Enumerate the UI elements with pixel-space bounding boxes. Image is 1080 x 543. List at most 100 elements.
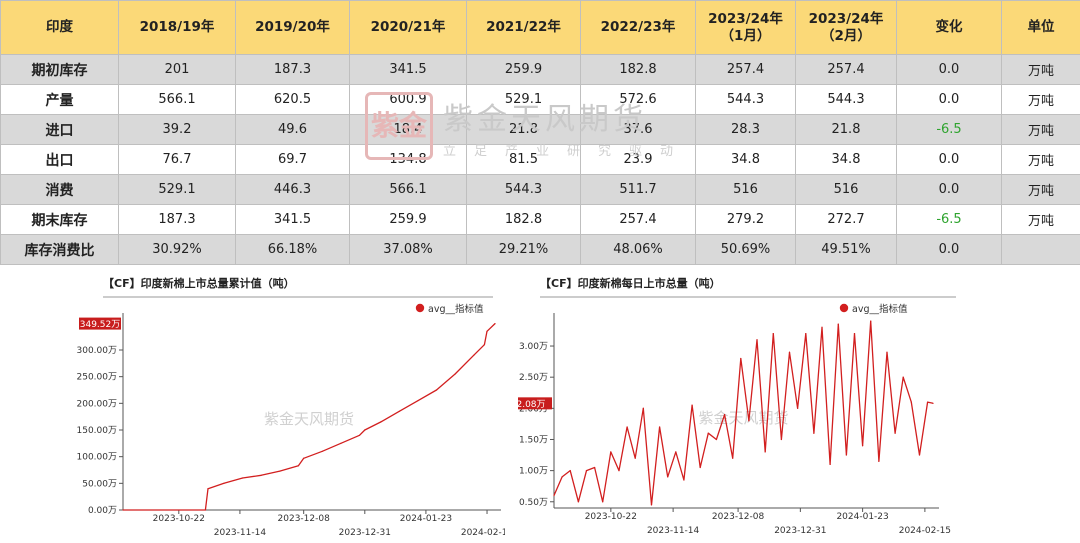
x-tick-label: 2024-01-23 [836,512,888,522]
data-point [870,320,872,322]
india-cotton-balance-table: 印度 2018/19年 2019/20年 2020/21年 2021/22年 2022/2… [0,0,1080,265]
data-point [845,454,847,456]
table-cell: 37.08% [349,234,467,265]
table-row: 进口 39.2 49.6 18.4 21.8 37.6 28.3 21.8 -6.5 万吨 [0,114,1080,145]
table-cell: 620.5 [235,84,350,115]
x-tick-label: 2023-10-22 [585,512,637,522]
y-tick-label: 0.00万 [88,506,117,516]
table-cell: 37.6 [580,114,696,145]
x-tick-label: 2023-12-08 [712,512,765,522]
table-cell: 34.8 [695,144,796,175]
series-line [553,320,934,506]
data-point [658,426,661,428]
header-line1: 2019/20年 [255,19,330,35]
x-tick-label: 2023-12-08 [278,514,331,524]
x-tick-label: 2023-11-14 [647,526,700,536]
data-point [380,421,382,423]
x-tick-label: 2023-12-31 [774,526,826,536]
y-tick-label: 1.00万 [519,467,548,477]
table-cell: 万吨 [1001,84,1080,115]
data-point [918,454,921,456]
table-cell: 182.8 [466,204,581,235]
table-cell: 万吨 [1001,144,1080,175]
header-9: 单位 [1001,0,1080,55]
table-cell: 66.18% [235,234,350,265]
data-point [610,451,612,453]
data-point [321,450,323,452]
row-label: 期初库存 [0,54,119,85]
header-line1: 2022/23年 [600,19,676,35]
table-cell: 134.8 [349,144,467,175]
y-tick-label: 150.00万 [77,426,118,436]
table-cell: 29.21% [466,234,581,265]
data-point [675,451,677,453]
table-cell: 万吨 [1001,174,1080,205]
x-tick-label: 2024-02-15 [899,526,951,536]
header-line1: 变化 [935,19,963,35]
table-cell: 566.1 [118,84,236,115]
table-row: 产量 566.1 620.5 600.9 529.1 572.6 544.3 544.3 0.0… [0,84,1080,115]
header-line1: 2021/22年 [486,19,561,35]
data-point [910,401,912,403]
header-line2: （2月） [821,27,871,44]
table-cell: 600.9 [349,84,467,115]
table-cell: -6.5 [896,114,1002,145]
chart-cumulative: 【CF】印度新棉上市总量累计值（吨） avg__指标值 0.00万 50.00万 100… [75,270,506,543]
data-point [642,407,644,409]
row-label: 消费 [0,174,119,205]
header-4: 2021/22年 [466,0,581,55]
table-cell: 0.0 [896,84,1002,115]
header-line2: （1月） [720,27,771,44]
data-point [569,470,571,472]
data-point [417,400,419,402]
last-value-label: 349.52万 [80,320,121,330]
table-row: 期初库存 201 187.3 341.5 259.9 182.8 257.4 257.4 0.0… [0,54,1080,85]
table-cell: 511.7 [580,174,696,205]
data-point [297,465,299,467]
series-line [123,323,496,511]
chart-watermark: 紫金天风期货 [264,410,354,428]
header-line1: 2023/24年 [708,10,783,27]
table-cell: -6.5 [896,204,1002,235]
header-1: 2018/19年 [118,0,236,55]
table-cell: 21.8 [795,114,897,145]
y-tick-label: 50.00万 [82,479,117,489]
legend-marker [839,303,849,313]
table-cell: 201 [118,54,236,85]
data-point [577,501,579,503]
y-tick-label: 200.00万 [77,399,118,409]
data-point [699,466,701,469]
table-row: 期末库存 187.3 341.5 259.9 182.8 257.4 279.2 272.7-… [0,204,1080,235]
data-point [398,410,400,412]
data-point [821,326,823,328]
data-point [886,351,888,353]
y-tick-label: 3.00万 [519,342,548,352]
table-cell: 49.51% [795,234,897,265]
table-cell: 187.3 [118,204,236,235]
row-label: 进口 [0,114,119,145]
table-cell: 18.4 [349,114,467,145]
table-cell: 0.0 [896,174,1002,205]
header-3: 2020/21年 [349,0,467,55]
data-point [122,509,124,511]
data-point [683,479,685,481]
table-cell: 446.3 [235,174,350,205]
header-5: 2022/23年 [580,0,696,55]
data-point [223,482,225,484]
data-point [805,332,807,335]
table-cell: 34.8 [795,144,897,175]
header-6: 2023/24年 （1月） [695,0,796,55]
header-row: 印度 2018/19年 2019/20年 2020/21年 2021/22年 2022/2… [0,0,1080,55]
header-8: 变化 [896,0,1002,55]
header-line1: 2020/21年 [370,19,446,35]
data-point [902,376,904,378]
data-point [723,413,726,416]
table-cell: 572.6 [580,84,696,115]
table-cell: 544.3 [795,84,897,115]
data-point [780,438,782,441]
table-cell: 544.3 [695,84,796,115]
table-cell: 50.69% [695,234,796,265]
data-point [797,407,799,409]
data-point [894,432,896,434]
data-point [594,466,596,469]
